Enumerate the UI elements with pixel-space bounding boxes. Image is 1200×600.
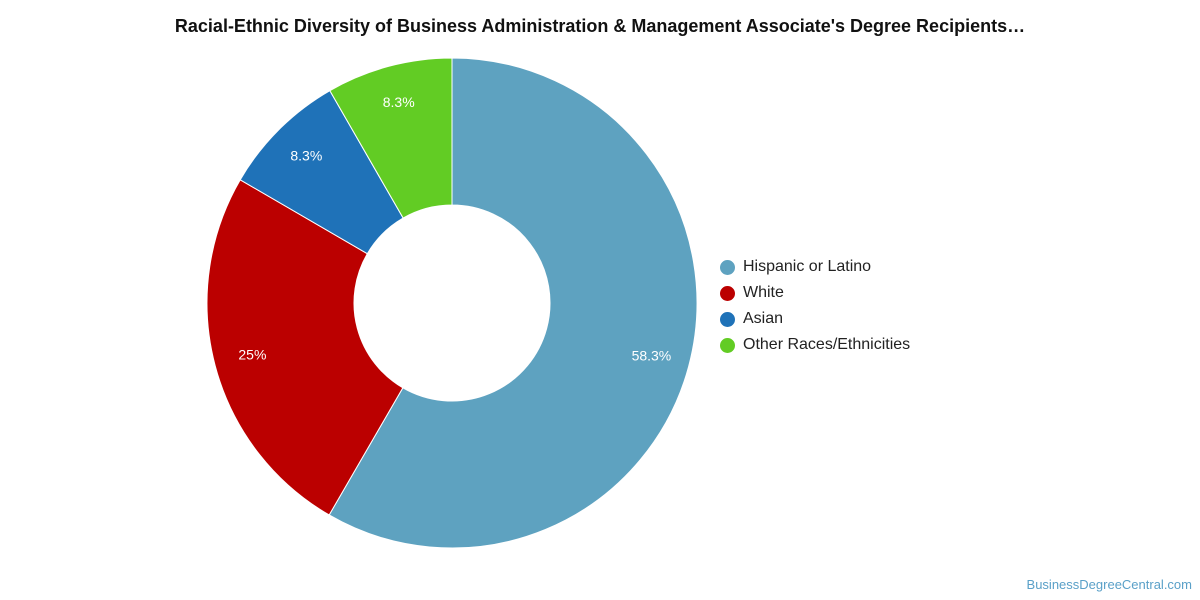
slice-other-races-ethnicities [329,57,453,219]
legend-item-hispanic-or-latino[interactable]: Hispanic or Latino [720,254,910,280]
slice-hispanic-or-latino [328,57,698,549]
chart-title: Racial-Ethnic Diversity of Business Admi… [174,16,1026,36]
legend-label: White [743,284,784,301]
legend-item-asian[interactable]: Asian [720,306,910,332]
legend-item-other-races-ethnicities[interactable]: Other Races/Ethnicities [720,332,910,358]
legend-item-white[interactable]: White [720,280,910,306]
legend-swatch-icon [720,337,735,353]
watermark: BusinessDegreeCentral.com [1026,577,1192,592]
slice-label-asian: 8.3% [290,147,322,163]
legend-swatch-icon [720,285,735,301]
legend-swatch-icon [720,311,735,327]
slice-label-hispanic-or-latino: 58.3% [632,347,672,363]
legend-swatch-icon [720,259,735,275]
slice-labels-group: 58.3% 25% 8.3% 8.3% [238,94,671,363]
legend: Hispanic or Latino White Asian Other Races/… [720,254,910,358]
slice-white [206,179,404,516]
legend-label: Asian [743,310,784,327]
slice-label-other-races-ethnicities: 8.3% [383,94,415,110]
slice-label-white: 25% [238,347,266,363]
legend-label: Other Races/Ethnicities [743,336,911,353]
legend-label: Hispanic or Latino [743,258,872,275]
slices-group [206,57,698,549]
